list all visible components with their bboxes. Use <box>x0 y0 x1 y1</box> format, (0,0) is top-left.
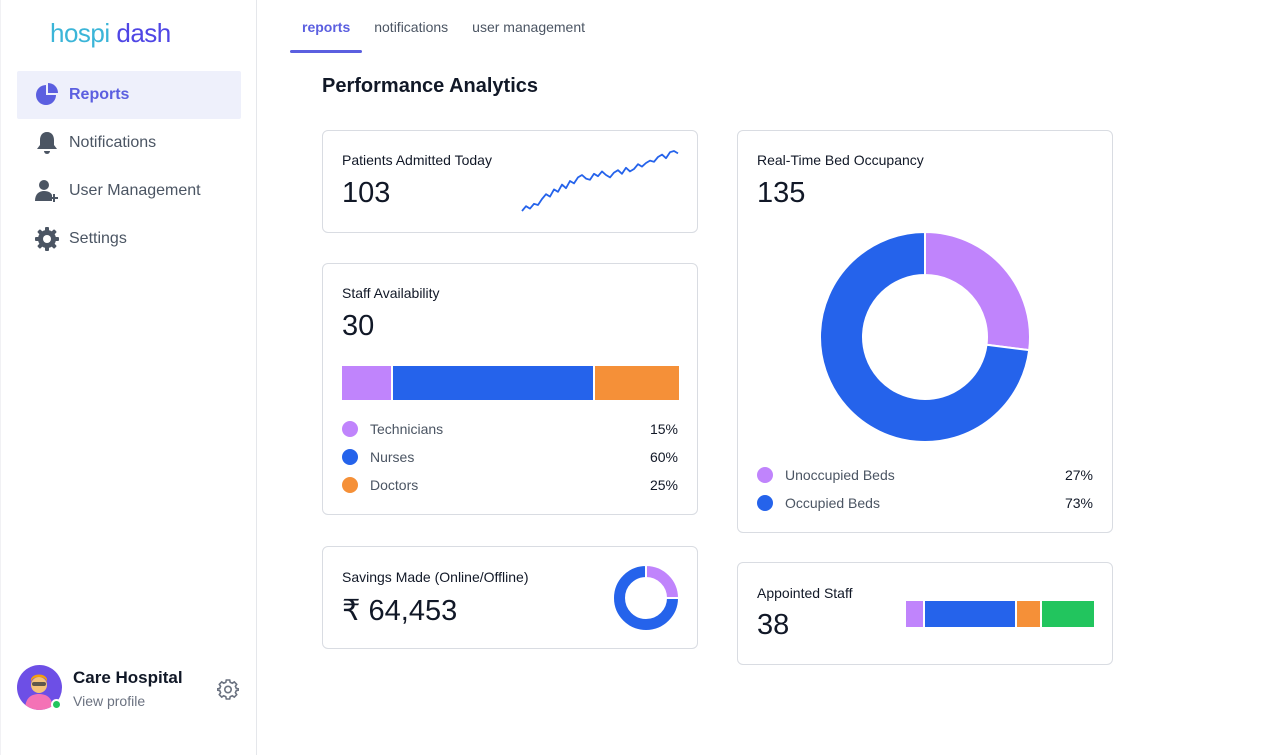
legend-label: Occupied Beds <box>785 495 880 511</box>
legend-label: Doctors <box>370 477 419 493</box>
legend-value: 73% <box>1064 495 1093 511</box>
sidebar: hospi dash Reports <box>0 0 257 755</box>
legend-dot <box>342 477 358 493</box>
pie-chart-icon <box>34 82 60 108</box>
sidebar-nav: Reports Notifications <box>17 71 241 263</box>
bar-segment <box>1017 601 1043 627</box>
card-value: 103 <box>342 177 391 209</box>
legend-dot <box>757 467 773 483</box>
sidebar-item-label: Reports <box>69 86 130 103</box>
view-profile-link[interactable]: View profile <box>73 693 146 709</box>
bar-segment <box>925 601 1018 627</box>
appointed-stacked-bar <box>906 601 1094 627</box>
savings-card[interactable]: Savings Made (Online/Offline) ₹ 64,453 <box>322 546 698 649</box>
tab-reports[interactable]: reports <box>290 0 363 54</box>
patients-sparkline-chart <box>521 150 679 212</box>
bar-segment-doctors <box>594 366 679 400</box>
legend-dot <box>342 449 358 465</box>
card-value: 30 <box>342 310 375 342</box>
legend-dot <box>757 495 773 511</box>
bed-occupancy-donut-chart <box>820 232 1030 442</box>
card-value: ₹ 64,453 <box>342 595 458 627</box>
legend-row-occupied: Occupied Beds 73% <box>757 493 1093 513</box>
legend-label: Technicians <box>370 421 444 437</box>
gear-icon <box>34 226 60 252</box>
profile-card[interactable]: Care Hospital View profile <box>17 665 243 713</box>
sidebar-item-label: Notifications <box>69 134 157 151</box>
legend-label: Unoccupied Beds <box>785 467 895 483</box>
online-status-indicator <box>51 699 62 710</box>
top-tabs: reports notifications user management <box>290 0 597 54</box>
card-title: Patients Admitted Today <box>342 152 492 168</box>
card-title: Real-Time Bed Occupancy <box>757 152 924 168</box>
tab-user-management[interactable]: user management <box>472 19 586 35</box>
patients-admitted-card[interactable]: Patients Admitted Today 103 <box>322 130 698 233</box>
bell-icon <box>34 130 60 156</box>
appointed-staff-card[interactable]: Appointed Staff 38 <box>737 562 1113 665</box>
bar-segment-nurses <box>392 366 595 400</box>
sidebar-item-settings[interactable]: Settings <box>17 215 241 263</box>
sparkline-series-line <box>521 150 679 212</box>
legend-value: 27% <box>1064 467 1093 483</box>
legend-label: Nurses <box>370 449 415 465</box>
staff-availability-card[interactable]: Staff Availability 30 Technicians 15% Nu… <box>322 263 698 515</box>
legend-dot <box>342 421 358 437</box>
legend-value: 15% <box>649 421 678 437</box>
legend-row-nurses: Nurses 60% <box>342 447 678 467</box>
sidebar-item-label: Settings <box>69 230 127 247</box>
tab-notifications[interactable]: notifications <box>374 19 449 35</box>
brand-part1: hospi <box>50 18 110 48</box>
bed-occupancy-card[interactable]: Real-Time Bed Occupancy 135 Unoccupied B… <box>737 130 1113 533</box>
savings-donut-chart <box>613 565 679 631</box>
brand-part2: dash <box>116 18 171 48</box>
donut-slice <box>645 565 679 599</box>
legend-row-unoccupied: Unoccupied Beds 27% <box>757 465 1093 485</box>
page-title: Performance Analytics <box>322 75 539 97</box>
legend-row-doctors: Doctors 25% <box>342 475 678 495</box>
legend-value: 25% <box>649 477 678 493</box>
bar-segment <box>906 601 926 627</box>
profile-name: Care Hospital <box>73 668 183 687</box>
card-title: Savings Made (Online/Offline) <box>342 569 529 585</box>
bar-segment <box>1042 601 1094 627</box>
sidebar-item-notifications[interactable]: Notifications <box>17 119 241 167</box>
card-title: Staff Availability <box>342 285 440 301</box>
sidebar-item-label: User Management <box>69 182 201 199</box>
legend-value: 60% <box>649 449 678 465</box>
donut-slice-unoccupied <box>924 232 1030 352</box>
donut-slice-occupied <box>820 232 1030 442</box>
brand-logo[interactable]: hospi dash <box>50 18 171 49</box>
sidebar-item-user-management[interactable]: User Management <box>17 167 241 215</box>
staff-stacked-bar <box>342 366 679 400</box>
card-value: 38 <box>757 609 790 641</box>
profile-settings-gear-icon[interactable] <box>216 678 240 700</box>
legend-row-technicians: Technicians 15% <box>342 419 678 439</box>
donut-slice <box>613 565 679 631</box>
bar-segment-technicians <box>342 366 393 400</box>
sidebar-item-reports[interactable]: Reports <box>17 71 241 119</box>
card-title: Appointed Staff <box>757 585 853 601</box>
card-value: 135 <box>757 177 806 209</box>
user-plus-icon <box>34 178 60 204</box>
